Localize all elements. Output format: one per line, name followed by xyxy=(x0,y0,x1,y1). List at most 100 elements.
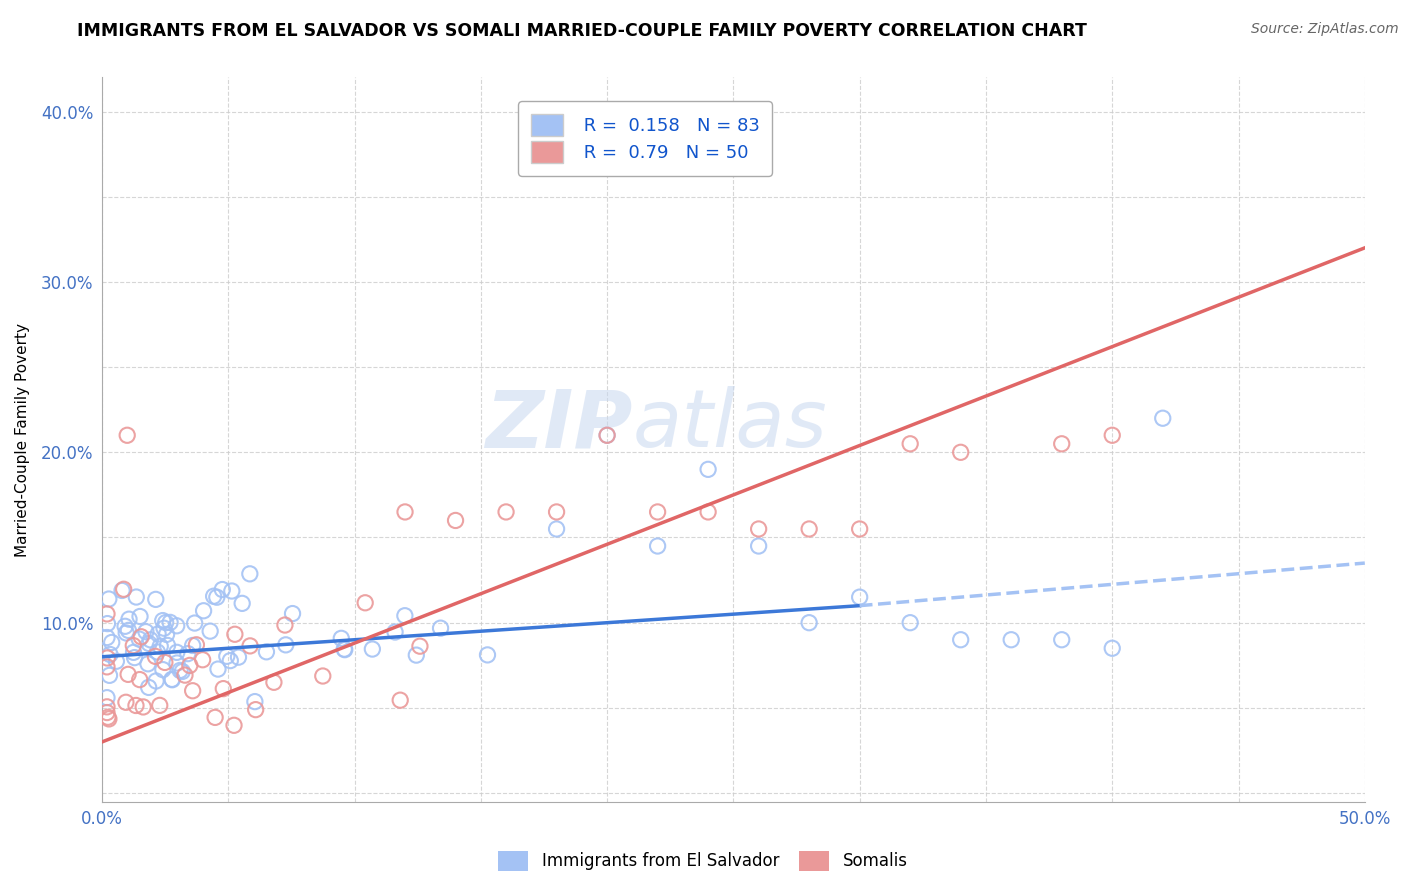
Point xyxy=(222,718,245,732)
Point xyxy=(949,445,972,459)
Point xyxy=(153,621,176,635)
Point xyxy=(202,589,225,603)
Point xyxy=(228,650,250,665)
Point xyxy=(160,673,183,687)
Point xyxy=(333,642,356,657)
Point xyxy=(122,645,145,659)
Point xyxy=(115,626,138,640)
Point xyxy=(146,645,169,659)
Point xyxy=(444,513,467,527)
Point xyxy=(117,667,139,681)
Point xyxy=(145,673,167,688)
Point xyxy=(114,619,136,633)
Point xyxy=(174,668,197,682)
Point xyxy=(98,648,121,662)
Point xyxy=(429,621,451,635)
Y-axis label: Married-Couple Family Poverty: Married-Couple Family Poverty xyxy=(15,323,30,557)
Point xyxy=(179,658,201,673)
Point xyxy=(333,642,356,657)
Point xyxy=(111,583,134,598)
Point xyxy=(118,612,141,626)
Point xyxy=(546,505,568,519)
Point xyxy=(159,615,181,630)
Point xyxy=(1050,437,1073,451)
Point xyxy=(143,649,166,664)
Point xyxy=(146,627,169,641)
Point xyxy=(138,636,160,650)
Point xyxy=(191,653,214,667)
Point xyxy=(97,712,120,726)
Point xyxy=(138,681,160,695)
Point xyxy=(405,648,427,662)
Point xyxy=(181,639,204,653)
Point xyxy=(128,632,150,647)
Point xyxy=(394,505,416,519)
Point xyxy=(181,683,204,698)
Point xyxy=(647,505,669,519)
Point xyxy=(128,673,150,687)
Point xyxy=(354,596,377,610)
Point xyxy=(149,639,172,653)
Point xyxy=(97,710,120,724)
Point xyxy=(898,437,921,451)
Point xyxy=(394,608,416,623)
Point xyxy=(495,505,517,519)
Point xyxy=(245,703,267,717)
Point xyxy=(156,639,179,653)
Point xyxy=(166,645,188,659)
Point xyxy=(115,428,138,442)
Point xyxy=(748,522,770,536)
Point xyxy=(139,632,162,647)
Point xyxy=(149,698,172,713)
Point xyxy=(1101,428,1123,442)
Point xyxy=(1101,641,1123,656)
Point xyxy=(596,428,619,442)
Point xyxy=(129,609,152,624)
Point xyxy=(1152,411,1174,425)
Point xyxy=(221,584,243,599)
Point xyxy=(166,619,188,633)
Point xyxy=(263,675,285,690)
Point xyxy=(135,624,157,639)
Point xyxy=(125,698,148,713)
Point xyxy=(361,642,384,657)
Point xyxy=(647,539,669,553)
Point xyxy=(105,654,128,668)
Point xyxy=(477,648,499,662)
Point xyxy=(848,522,870,536)
Point xyxy=(129,630,152,644)
Point xyxy=(193,604,215,618)
Legend: Immigrants from El Salvador, Somalis: Immigrants from El Salvador, Somalis xyxy=(491,842,915,880)
Point xyxy=(172,665,194,679)
Point xyxy=(96,699,118,714)
Point xyxy=(96,706,118,720)
Point xyxy=(205,591,228,605)
Point xyxy=(166,656,188,670)
Point xyxy=(409,639,432,653)
Point xyxy=(797,615,820,630)
Point xyxy=(211,582,233,597)
Point xyxy=(97,592,120,607)
Point xyxy=(312,669,335,683)
Point xyxy=(256,645,278,659)
Point xyxy=(96,660,118,674)
Point xyxy=(124,650,146,665)
Point xyxy=(115,695,138,709)
Point xyxy=(207,662,229,676)
Point xyxy=(198,624,221,639)
Point xyxy=(1050,632,1073,647)
Point xyxy=(215,649,238,664)
Point xyxy=(160,673,183,687)
Point xyxy=(96,631,118,645)
Point xyxy=(274,638,297,652)
Point xyxy=(125,590,148,604)
Point xyxy=(848,590,870,604)
Point xyxy=(748,539,770,553)
Point xyxy=(546,522,568,536)
Point xyxy=(132,700,155,714)
Point xyxy=(224,627,246,641)
Point xyxy=(274,618,297,632)
Text: Source: ZipAtlas.com: Source: ZipAtlas.com xyxy=(1251,22,1399,37)
Point xyxy=(186,638,208,652)
Point xyxy=(122,639,145,653)
